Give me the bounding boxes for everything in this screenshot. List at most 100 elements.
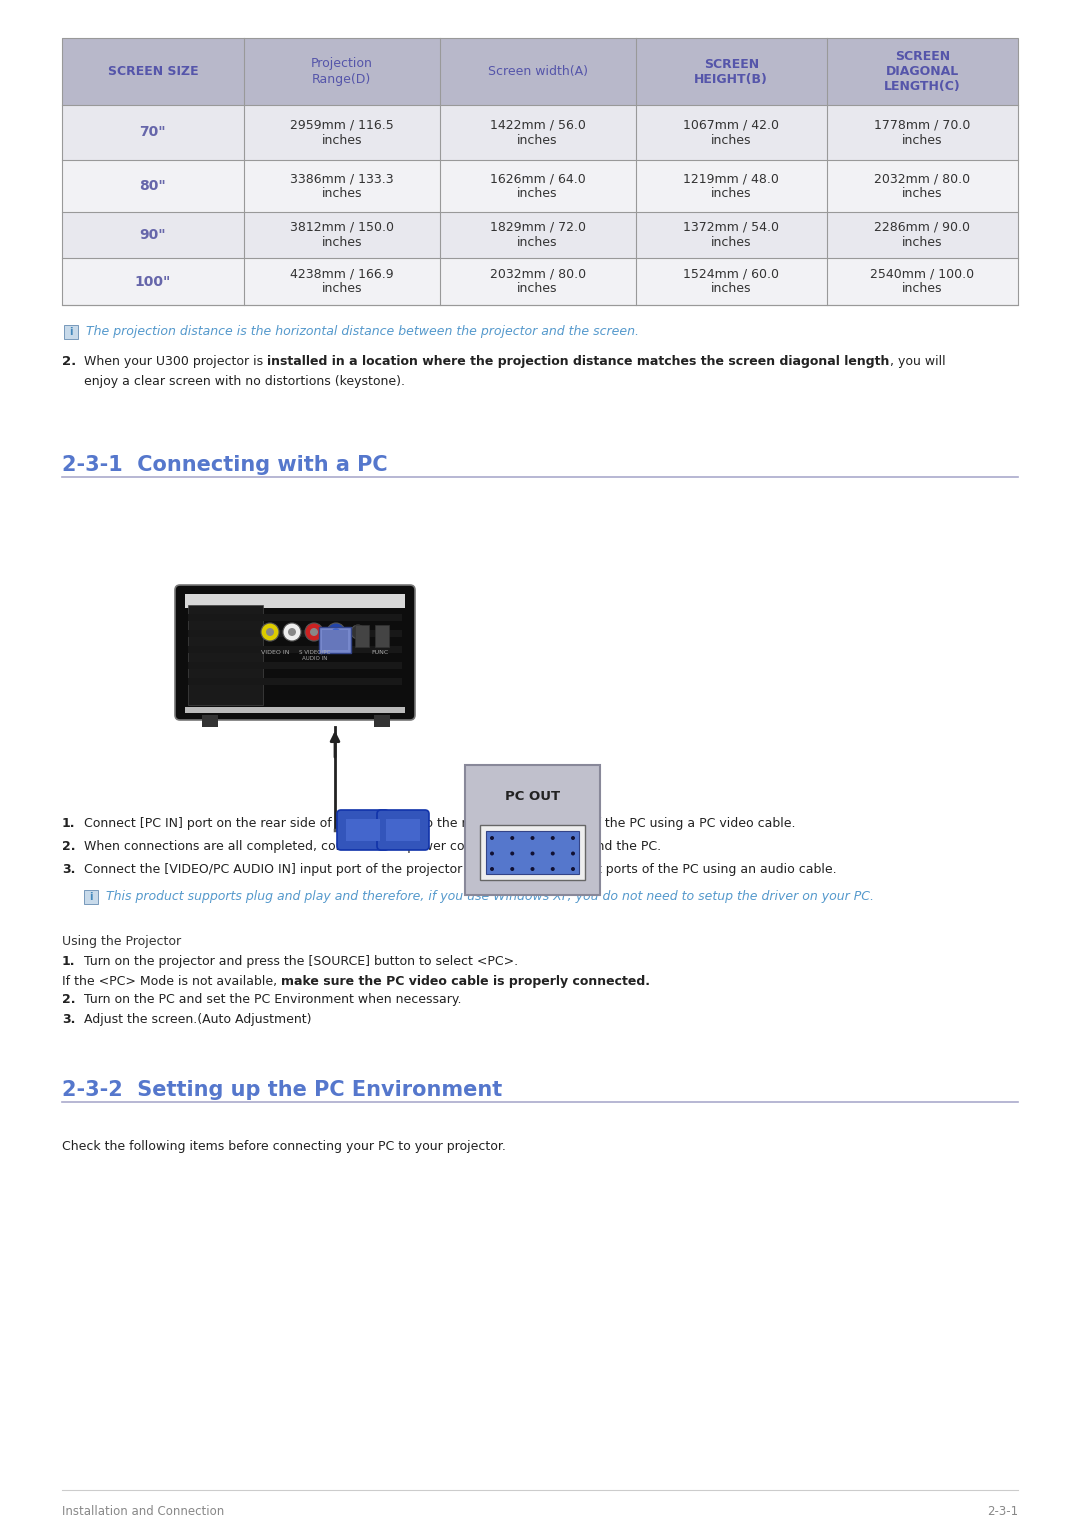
Text: 90": 90" <box>139 228 166 241</box>
Circle shape <box>571 867 575 870</box>
Circle shape <box>351 625 365 638</box>
Text: 80": 80" <box>139 179 166 192</box>
Bar <box>188 663 402 669</box>
Circle shape <box>571 835 575 840</box>
Bar <box>465 765 600 895</box>
FancyBboxPatch shape <box>175 585 415 721</box>
Text: 1067mm / 42.0
inches: 1067mm / 42.0 inches <box>684 119 779 147</box>
Text: Connect [PC IN] port on the rear side of the projector to the monitor output por: Connect [PC IN] port on the rear side of… <box>84 817 796 831</box>
Text: 3812mm / 150.0
inches: 3812mm / 150.0 inches <box>289 221 393 249</box>
Text: 100": 100" <box>135 275 171 289</box>
Bar <box>188 631 402 637</box>
Bar <box>84 890 98 904</box>
Text: Connect the [VIDEO/PC AUDIO IN] input port of the projector to the speaker outpu: Connect the [VIDEO/PC AUDIO IN] input po… <box>84 863 837 876</box>
Circle shape <box>551 867 555 870</box>
Circle shape <box>332 628 340 637</box>
Bar <box>346 818 380 841</box>
Circle shape <box>305 623 323 641</box>
FancyBboxPatch shape <box>377 809 429 851</box>
Text: 2-3-2  Setting up the PC Environment: 2-3-2 Setting up the PC Environment <box>62 1080 502 1099</box>
Text: 2.: 2. <box>62 993 76 1006</box>
Text: 1219mm / 48.0
inches: 1219mm / 48.0 inches <box>684 173 779 200</box>
Circle shape <box>283 623 301 641</box>
Text: Projection
Range(D): Projection Range(D) <box>311 58 373 86</box>
Text: 1422mm / 56.0
inches: 1422mm / 56.0 inches <box>489 119 585 147</box>
Bar <box>480 825 585 880</box>
Text: Check the following items before connecting your PC to your projector.: Check the following items before connect… <box>62 1141 505 1153</box>
Text: 1524mm / 60.0
inches: 1524mm / 60.0 inches <box>684 267 779 296</box>
Text: VIDEO IN: VIDEO IN <box>260 651 289 655</box>
Text: make sure the PC video cable is properly connected.: make sure the PC video cable is properly… <box>281 976 650 988</box>
Text: S VIDEO/PC
AUDIO IN: S VIDEO/PC AUDIO IN <box>299 651 330 661</box>
Text: PC OUT: PC OUT <box>505 791 561 803</box>
Text: 1.: 1. <box>62 817 76 831</box>
Bar <box>188 605 264 705</box>
Text: Installation and Connection: Installation and Connection <box>62 1506 225 1518</box>
Circle shape <box>530 867 535 870</box>
Circle shape <box>530 835 535 840</box>
Text: When your U300 projector is: When your U300 projector is <box>84 354 267 368</box>
FancyBboxPatch shape <box>337 809 389 851</box>
Text: 2-3-1: 2-3-1 <box>987 1506 1018 1518</box>
Text: enjoy a clear screen with no distortions (keystone).: enjoy a clear screen with no distortions… <box>84 376 405 388</box>
Text: SCREEN
DIAGONAL
LENGTH(C): SCREEN DIAGONAL LENGTH(C) <box>885 50 961 93</box>
Text: 2540mm / 100.0
inches: 2540mm / 100.0 inches <box>870 267 974 296</box>
Text: When connections are all completed, connect both power cords of the projector an: When connections are all completed, conn… <box>84 840 661 854</box>
Text: 3386mm / 133.3
inches: 3386mm / 133.3 inches <box>289 173 393 200</box>
Text: 3.: 3. <box>62 863 76 876</box>
Bar <box>188 678 402 686</box>
Text: SCREEN
HEIGHT(B): SCREEN HEIGHT(B) <box>694 58 768 86</box>
Text: 2032mm / 80.0
inches: 2032mm / 80.0 inches <box>489 267 585 296</box>
Circle shape <box>510 867 514 870</box>
Circle shape <box>571 852 575 855</box>
Bar <box>188 646 402 654</box>
Bar <box>64 325 78 339</box>
Bar <box>375 625 389 647</box>
Bar <box>202 715 218 727</box>
Text: i: i <box>69 327 72 337</box>
Circle shape <box>261 623 279 641</box>
Bar <box>486 831 579 873</box>
Text: 2959mm / 116.5
inches: 2959mm / 116.5 inches <box>289 119 393 147</box>
Text: 1778mm / 70.0
inches: 1778mm / 70.0 inches <box>874 119 971 147</box>
Text: installed in a location where the projection distance matches the screen diagona: installed in a location where the projec… <box>267 354 890 368</box>
Bar <box>374 715 390 727</box>
Text: 2.: 2. <box>62 840 76 854</box>
Text: Adjust the screen.(Auto Adjustment): Adjust the screen.(Auto Adjustment) <box>84 1012 311 1026</box>
Circle shape <box>510 835 514 840</box>
Circle shape <box>310 628 318 637</box>
Circle shape <box>490 852 494 855</box>
Text: 4238mm / 166.9
inches: 4238mm / 166.9 inches <box>289 267 393 296</box>
Text: Turn on the projector and press the [SOURCE] button to select <PC>.: Turn on the projector and press the [SOU… <box>84 954 518 968</box>
Text: Turn on the PC and set the PC Environment when necessary.: Turn on the PC and set the PC Environmen… <box>84 993 461 1006</box>
Bar <box>319 628 351 654</box>
Bar <box>62 38 1018 305</box>
Text: Using the Projector: Using the Projector <box>62 935 181 948</box>
Circle shape <box>510 852 514 855</box>
Text: 1372mm / 54.0
inches: 1372mm / 54.0 inches <box>684 221 779 249</box>
Text: 3.: 3. <box>62 1012 76 1026</box>
Circle shape <box>551 835 555 840</box>
Text: 1.: 1. <box>62 954 76 968</box>
Bar <box>185 707 405 713</box>
Text: 2.: 2. <box>62 354 77 368</box>
Text: Screen width(A): Screen width(A) <box>487 66 588 78</box>
Bar <box>62 258 1018 305</box>
Circle shape <box>551 852 555 855</box>
Circle shape <box>490 867 494 870</box>
Bar <box>355 625 369 647</box>
Circle shape <box>327 623 345 641</box>
Text: 2032mm / 80.0
inches: 2032mm / 80.0 inches <box>875 173 971 200</box>
Text: FUNC: FUNC <box>372 651 389 655</box>
Bar <box>386 818 420 841</box>
Circle shape <box>490 835 494 840</box>
Bar <box>62 38 1018 105</box>
Text: The projection distance is the horizontal distance between the projector and the: The projection distance is the horizonta… <box>86 325 639 337</box>
Circle shape <box>266 628 274 637</box>
Text: i: i <box>90 892 93 902</box>
Bar <box>62 105 1018 160</box>
Text: SCREEN SIZE: SCREEN SIZE <box>108 66 198 78</box>
Text: 70": 70" <box>139 125 166 139</box>
Text: If the <PC> Mode is not available,: If the <PC> Mode is not available, <box>62 976 281 988</box>
Bar <box>188 614 402 621</box>
